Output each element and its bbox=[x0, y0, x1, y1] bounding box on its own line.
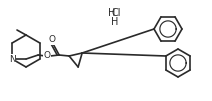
Text: O: O bbox=[49, 35, 56, 45]
Text: Cl: Cl bbox=[112, 8, 121, 18]
Text: H: H bbox=[111, 17, 118, 27]
Text: H: H bbox=[108, 8, 115, 18]
Text: O: O bbox=[44, 52, 51, 60]
Text: N: N bbox=[9, 55, 15, 64]
